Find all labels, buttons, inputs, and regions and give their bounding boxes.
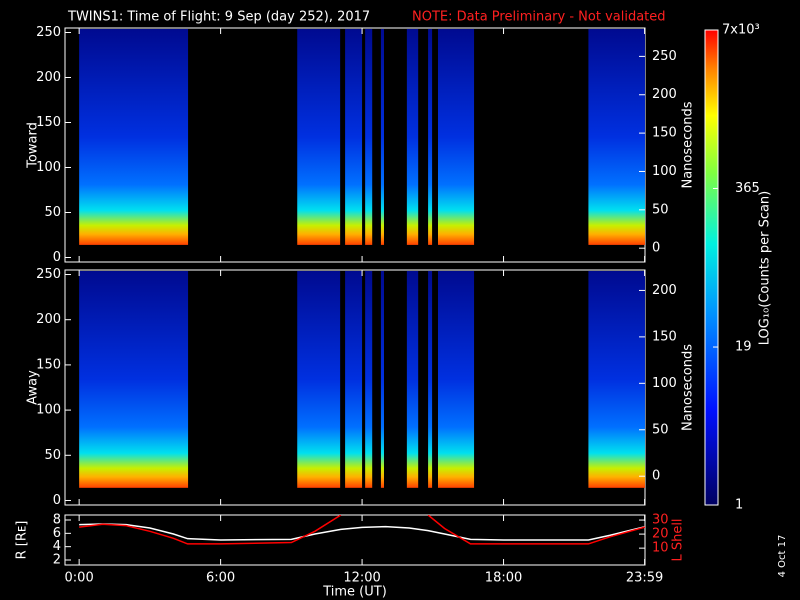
y2-tick-label: 0 — [652, 241, 660, 256]
plot-frame — [64, 514, 646, 566]
colorbar-label: LOG₁₀(Counts per Scan) — [758, 191, 773, 346]
x-axis-label: Time (UT) — [322, 585, 387, 600]
y2-tick-label: 30 — [652, 513, 669, 528]
spectrogram-block — [437, 271, 475, 488]
chart-title: TWINS1: Time of Flight: 9 Sep (day 252),… — [67, 10, 370, 25]
spectrogram-block — [428, 29, 433, 245]
y2-axis-label: Nanoseconds — [681, 101, 696, 188]
colorbar-tick-label: 1 — [735, 498, 743, 513]
spectrogram-block — [588, 271, 645, 488]
spectrogram-block — [428, 271, 433, 488]
y-tick-label: 8 — [53, 513, 61, 528]
y-axis-label: Toward — [26, 122, 41, 169]
colorbar-tick-label: 365 — [735, 181, 760, 196]
y2-tick-label: 100 — [652, 376, 677, 391]
colorbar-tick-label: 7x10³ — [722, 23, 760, 38]
x-tick-label: 18:00 — [485, 571, 522, 586]
x-tick-label: 6:00 — [206, 571, 235, 586]
spectrogram-block — [406, 271, 419, 488]
y2-tick-label: 200 — [652, 87, 677, 102]
spectrogram-block — [437, 29, 475, 245]
y-tick-label: 200 — [36, 70, 61, 85]
y-tick-label: 150 — [36, 357, 61, 372]
y-tick-label: 100 — [36, 403, 61, 418]
y-tick-label: 6 — [53, 526, 61, 541]
y2-tick-label: 10 — [652, 541, 669, 556]
y2-tick-label: 150 — [652, 126, 677, 141]
y2-tick-label: 100 — [652, 164, 677, 179]
y-tick-label: 2 — [53, 553, 61, 568]
y2-tick-label: 250 — [652, 49, 677, 64]
y-tick-label: 4 — [53, 539, 61, 554]
spectrogram-block — [297, 271, 341, 488]
y-tick-label: 50 — [44, 448, 61, 463]
stamp: 4 Oct 17 — [777, 535, 788, 578]
y2-tick-label: 150 — [652, 329, 677, 344]
spectrogram-block — [79, 29, 189, 245]
spectrogram-block — [588, 29, 645, 245]
spectrogram-block — [297, 29, 341, 245]
y-tick-label: 0 — [53, 250, 61, 265]
spectrogram-block — [380, 29, 384, 245]
x-tick-label: 23:59 — [626, 571, 663, 586]
spectrogram-block — [345, 271, 363, 488]
y-tick-label: 50 — [44, 205, 61, 220]
y2-tick-label: 200 — [652, 283, 677, 298]
y-tick-label: 100 — [36, 160, 61, 175]
spectrogram-block — [380, 271, 384, 488]
y-tick-label: 250 — [36, 25, 61, 40]
y-tick-label: 250 — [36, 267, 61, 282]
spectrogram-block — [79, 271, 189, 488]
y-tick-label: 200 — [36, 312, 61, 327]
y-tick-label: 150 — [36, 115, 61, 130]
y2-axis-label: L Shell — [671, 518, 686, 561]
y2-tick-label: 50 — [652, 422, 669, 437]
plot-area — [79, 515, 645, 545]
y2-tick-label: 50 — [652, 202, 669, 217]
y2-axis-label: Nanoseconds — [681, 344, 696, 431]
colorbar-tick-label: 19 — [735, 340, 752, 355]
y-tick-label: 0 — [53, 493, 61, 508]
y2-tick-label: 20 — [652, 527, 669, 542]
spectrogram-block — [345, 29, 363, 245]
note: NOTE: Data Preliminary - Not validated — [412, 10, 666, 25]
spectrogram-block — [406, 29, 419, 245]
series-line — [79, 515, 342, 545]
y-axis-label: Away — [26, 370, 41, 405]
series-line — [79, 523, 645, 541]
spectrogram-block — [365, 29, 373, 245]
y-axis-label: R [Rᴇ] — [15, 521, 30, 560]
y2-tick-label: 0 — [652, 469, 660, 484]
colorbar — [704, 29, 719, 506]
series-line — [427, 515, 645, 545]
x-tick-label: 0:00 — [65, 571, 94, 586]
spectrogram-block — [365, 271, 373, 488]
x-tick-label: 12:00 — [343, 571, 380, 586]
